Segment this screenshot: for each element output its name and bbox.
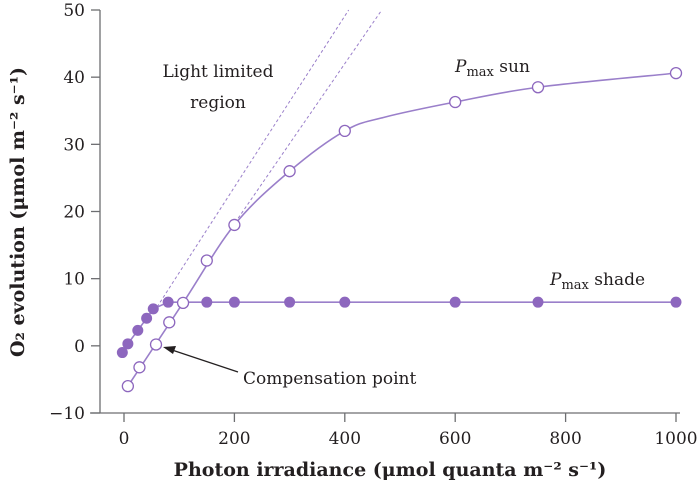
annotation-pmax-sun: Pmax sun	[454, 57, 530, 80]
annotation-light-limited-line1: Light limited	[163, 62, 274, 82]
x-tick-label: 200	[218, 429, 250, 449]
pmax-shade-point	[284, 296, 296, 308]
x-tick-label: 400	[329, 429, 361, 449]
pmax-sun-point	[176, 296, 190, 309]
pmax-shade-point	[201, 296, 213, 308]
x-tick-label: 800	[549, 429, 581, 449]
compensation-point-arrow	[171, 349, 239, 373]
pmax-shade-point	[147, 303, 159, 315]
series-points	[116, 66, 683, 393]
y-tick-label: 0	[74, 337, 85, 357]
pmax-sun-point	[669, 66, 683, 80]
x-axis-label: Photon irradiance (μmol quanta m⁻² s⁻¹)	[174, 459, 607, 481]
compensation-point-arrowhead	[163, 346, 176, 354]
y-axis-label: O₂ evolution (μmol m⁻² s⁻¹)	[7, 67, 29, 357]
pmax-shade-curve	[121, 301, 676, 353]
pmax-shade-point	[162, 296, 174, 308]
pmax-sun-point	[283, 165, 296, 178]
pmax-shade-point	[141, 312, 153, 324]
pmax-sun-point	[121, 379, 135, 393]
y-tick-label: 30	[63, 135, 85, 155]
axes: −10 0 10 20 30 40 50 0 200 400 600 800 1000	[49, 1, 698, 449]
pmax-shade-point	[122, 338, 134, 350]
x-tick-label: 0	[119, 429, 130, 449]
x-tick-label: 1000	[654, 429, 697, 449]
pmax-shade-rest: shade	[589, 270, 645, 290]
series-lines	[121, 72, 677, 387]
x-tick-label: 600	[439, 429, 471, 449]
pmax-sun-p: P	[454, 57, 467, 77]
y-tick-label: 40	[63, 68, 85, 88]
annotation-compensation-point: Compensation point	[243, 369, 416, 389]
pmax-shade-point	[449, 296, 461, 308]
pmax-sun-point	[449, 95, 462, 109]
annotation-pmax-shade: Pmax shade	[549, 270, 645, 293]
pmax-sun-rest: sun	[494, 57, 530, 77]
pmax-shade-p: P	[549, 270, 562, 290]
pmax-shade-point	[132, 324, 144, 336]
pmax-sun-sub: max	[466, 65, 494, 80]
pmax-sun-point	[149, 338, 163, 351]
pmax-shade-point	[670, 296, 682, 308]
pmax-sun-point	[531, 81, 545, 94]
pmax-shade-point	[228, 296, 240, 308]
pmax-sun-point	[163, 316, 176, 329]
y-tick-label: 10	[63, 270, 85, 290]
light-limited-guide-lines	[156, 9, 383, 308]
pmax-shade-point	[339, 296, 351, 308]
pmax-sun-point	[133, 361, 146, 374]
light-limited-guide-line	[156, 9, 350, 308]
y-tick-label: 50	[63, 1, 85, 21]
pmax-sun-point	[200, 254, 213, 267]
y-tick-label: 20	[63, 203, 85, 223]
pmax-shade-sub: max	[561, 278, 589, 293]
pmax-shade-point	[116, 347, 128, 359]
light-limited-guide-line	[228, 9, 383, 232]
pmax-sun-point	[228, 218, 241, 232]
y-tick-label: −10	[49, 404, 85, 424]
pmax-sun-point	[338, 124, 351, 138]
annotation-light-limited-line2: region	[190, 93, 246, 113]
pmax-shade-point	[532, 296, 544, 308]
pmax-sun-curve	[127, 72, 677, 387]
